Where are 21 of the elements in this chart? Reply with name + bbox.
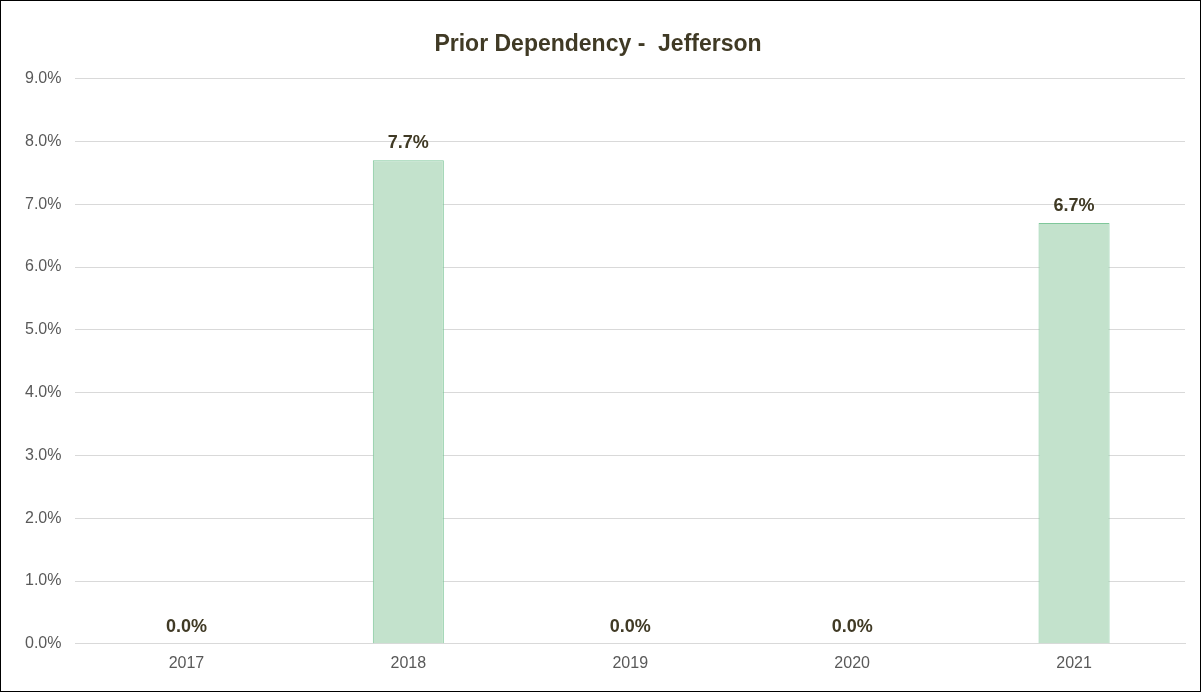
data-label: 6.7% xyxy=(1053,195,1095,216)
y-tick-label: 0.0% xyxy=(25,634,62,652)
x-tick-label: 2021 xyxy=(1056,653,1092,671)
data-label: 0.0% xyxy=(609,615,651,636)
x-tick-label: 2018 xyxy=(390,653,427,671)
y-tick-label: 9.0% xyxy=(25,69,62,87)
x-tick-label: 2019 xyxy=(612,653,649,671)
y-tick-label: 5.0% xyxy=(25,320,62,338)
chart-title: Prior Dependency - Jefferson xyxy=(434,30,762,57)
y-tick-label: 2.0% xyxy=(25,508,62,526)
y-tick-label: 8.0% xyxy=(25,131,62,149)
y-tick-label: 3.0% xyxy=(25,445,62,463)
y-tick-label: 1.0% xyxy=(25,571,62,589)
y-tick-label: 4.0% xyxy=(25,383,62,401)
data-label: 0.0% xyxy=(165,615,207,636)
data-label: 0.0% xyxy=(831,615,873,636)
y-tick-label: 6.0% xyxy=(25,257,62,275)
data-label: 7.7% xyxy=(387,132,429,153)
x-tick-label: 2017 xyxy=(168,653,205,671)
y-tick-label: 7.0% xyxy=(25,194,62,212)
x-tick-label: 2020 xyxy=(834,653,871,671)
